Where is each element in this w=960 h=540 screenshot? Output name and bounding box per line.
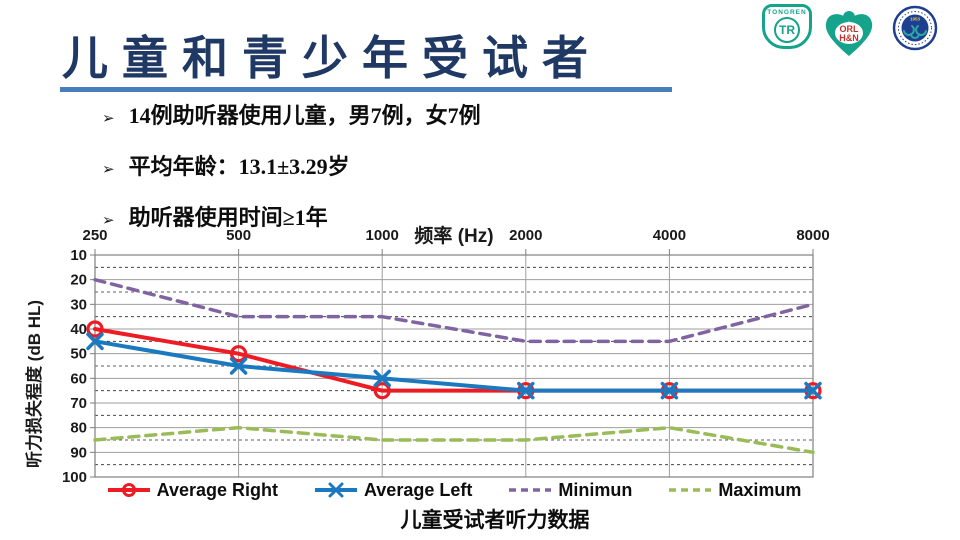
bullet-list: ➢ 14例助听器使用儿童，男7例，女7例 ➢ 平均年龄：13.1±3.29岁 ➢…	[102, 102, 481, 255]
svg-text:1953: 1953	[910, 17, 921, 22]
bullet-item-1: ➢ 14例助听器使用儿童，男7例，女7例	[102, 102, 481, 132]
hospital-seal-logo: 1953	[892, 5, 938, 51]
legend-swatch-icon	[669, 488, 712, 492]
data-point-marker	[373, 369, 391, 388]
x-tick-label: 4000	[653, 227, 686, 244]
y-tick-label: 80	[70, 420, 87, 437]
series-line-average-left	[93, 339, 815, 393]
tongren-logo-label: TONGREN	[767, 9, 807, 16]
bullet-item-3: ➢ 助听器使用时间≥1年	[102, 204, 481, 234]
y-tick-label: 40	[70, 321, 87, 338]
y-tick-label: 60	[70, 370, 87, 387]
tongren-monogram-icon: TR	[774, 17, 800, 43]
orl-hn-logo: ORL H&N	[820, 9, 878, 59]
hospital-seal-icon: 1953	[892, 5, 938, 51]
orl-heart-icon: ORL H&N	[825, 11, 873, 56]
legend-label: Minimun	[558, 479, 633, 500]
legend-label: Maximum	[718, 479, 802, 500]
legend-item-average-left: Average Left	[314, 480, 472, 501]
y-tick-label: 30	[70, 296, 87, 313]
x-axis-title: 频率 (Hz)	[414, 224, 493, 247]
x-tick-label: 2000	[509, 227, 542, 244]
legend-item-minimun: Minimun	[508, 480, 632, 501]
x-tick-label: 500	[226, 227, 251, 244]
legend-label: Average Left	[363, 479, 473, 500]
data-point-marker	[86, 320, 104, 338]
legend-label: Average Right	[156, 479, 278, 500]
svg-text:H&N: H&N	[839, 33, 859, 43]
legend-item-maximum: Maximum	[668, 480, 801, 501]
bullet-text-1: 14例助听器使用儿童，男7例，女7例	[128, 103, 481, 128]
x-tick-label: 8000	[796, 227, 829, 244]
legend-swatch-icon	[107, 483, 150, 497]
data-point-marker	[230, 345, 248, 363]
y-axis-title: 听力损失程度 (dB HL)	[24, 300, 44, 468]
data-point-marker	[229, 357, 248, 375]
series-line-minimun	[93, 277, 815, 344]
y-tick-label: 20	[70, 272, 87, 289]
bullet-arrow-icon: ➢	[102, 160, 115, 178]
bullet-arrow-icon: ➢	[102, 211, 115, 229]
audiogram-chart: 250 500 1000 2000 4000 8000 频率 (Hz) 10 20 30 40 50 6…	[24, 224, 830, 482]
chart-caption: 儿童受试者听力数据	[400, 509, 590, 532]
title-underline	[60, 87, 672, 92]
data-point-marker	[86, 332, 104, 351]
y-tick-label: 50	[70, 346, 87, 363]
legend-item-average-right: Average Right	[107, 480, 278, 501]
chart-legend: Average Right Average Left Minimun Maximum	[95, 478, 813, 502]
data-point-marker	[660, 381, 679, 400]
data-point-marker	[517, 381, 535, 400]
bullet-text-2: 平均年龄：13.1±3.29岁	[128, 154, 350, 179]
data-point-marker	[804, 381, 822, 400]
x-tick-label: 250	[82, 227, 107, 244]
y-tick-label: 70	[70, 395, 87, 412]
y-tick-label: 100	[62, 469, 87, 482]
y-tick-label: 10	[70, 247, 87, 264]
tongren-hospital-logo: TONGREN TR	[762, 4, 812, 49]
bullet-item-2: ➢ 平均年龄：13.1±3.29岁	[102, 153, 481, 183]
bullet-arrow-icon: ➢	[102, 109, 115, 127]
svg-text:ORL: ORL	[840, 24, 860, 34]
data-point-marker	[373, 382, 391, 400]
page-title: 儿童和青少年受试者	[62, 31, 602, 85]
legend-swatch-icon	[314, 482, 357, 498]
bullet-text-3: 助听器使用时间≥1年	[128, 205, 328, 230]
series-line-maximum	[93, 425, 815, 455]
legend-swatch-icon	[509, 488, 552, 492]
y-tick-label: 90	[70, 444, 87, 461]
x-tick-label: 1000	[366, 227, 399, 244]
